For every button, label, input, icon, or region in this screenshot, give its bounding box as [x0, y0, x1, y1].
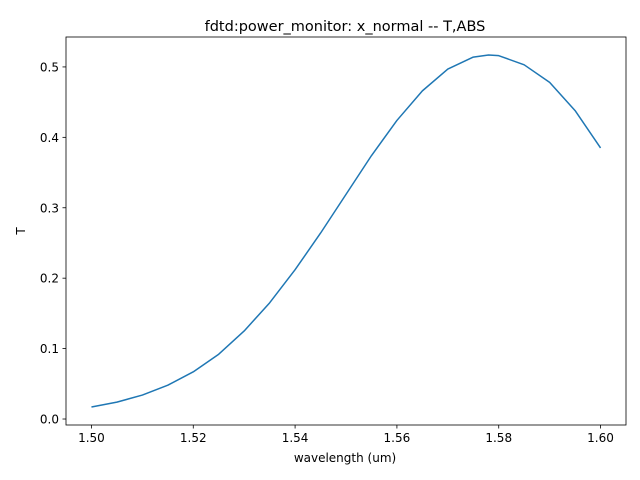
axes-frame: [65, 36, 627, 426]
x-tick-label: 1.54: [282, 431, 309, 445]
y-tick-label: 0.3: [40, 201, 59, 215]
x-tick-label: 1.56: [384, 431, 411, 445]
x-tick-label: 1.60: [587, 431, 614, 445]
x-tick-label: 1.50: [78, 431, 105, 445]
y-tick-label: 0.2: [40, 272, 59, 286]
y-tick-label: 0.5: [40, 60, 59, 74]
x-tick-label: 1.52: [180, 431, 207, 445]
y-axis-label: T: [14, 227, 28, 236]
series-line-0: [91, 54, 602, 408]
y-tick-label: 0.0: [40, 413, 59, 427]
chart-title: fdtd:power_monitor: x_normal -- T,ABS: [205, 19, 486, 35]
x-axis-label: wavelength (um): [294, 451, 396, 465]
y-tick-label: 0.4: [40, 131, 59, 145]
plot-area: 1.50 1.52 1.54 1.56 1.58 1.60 0.0 0.1 0.2 0.3 0.4 0…: [40, 36, 627, 445]
y-tick-label: 0.1: [40, 342, 59, 356]
x-tick-label: 1.58: [485, 431, 512, 445]
